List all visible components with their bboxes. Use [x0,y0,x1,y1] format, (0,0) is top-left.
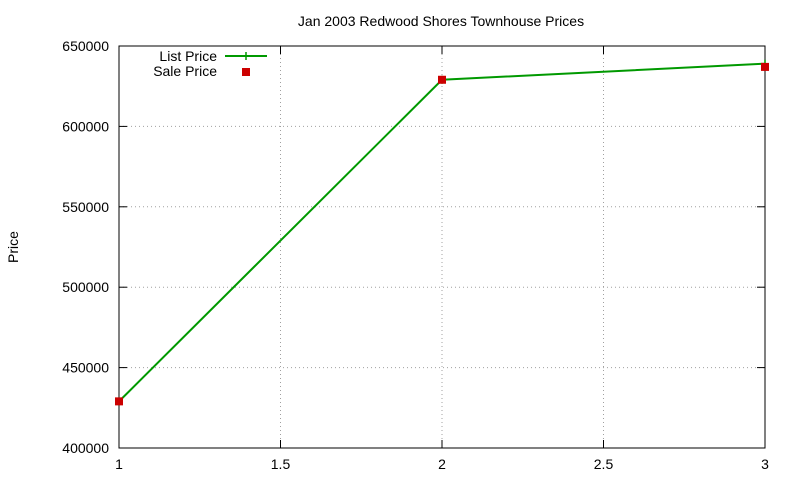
y-tick-label: 500000 [62,279,109,295]
y-tick-label: 550000 [62,199,109,215]
legend-marker-list-price [242,52,250,60]
x-tick-label: 1 [115,456,123,472]
x-tick-label: 2.5 [594,456,614,472]
sale-price-point [438,75,446,84]
plot-frame [118,45,766,449]
y-tick-label: 600000 [62,118,109,134]
series-layer [115,59,769,406]
tick-layer: 400000 450000 500000 550000 600000 650000 1 1.5… [62,38,769,472]
legend-marker-sale-price [242,68,250,76]
y-tick-label: 400000 [62,440,109,456]
y-axis-label: Price [5,231,21,263]
grid-layer [119,46,765,448]
x-tick-label: 3 [761,456,769,472]
sale-price-point [761,62,769,71]
y-tick-label: 450000 [62,360,109,376]
sale-price-point [115,397,123,406]
x-tick-label: 2 [438,456,446,472]
legend-label-sale-price: Sale Price [153,63,217,79]
chart-title: Jan 2003 Redwood Shores Townhouse Prices [298,13,584,29]
legend-label-list-price: List Price [159,48,217,64]
x-tick-label: 1.5 [271,456,291,472]
y-tick-label: 650000 [62,38,109,54]
